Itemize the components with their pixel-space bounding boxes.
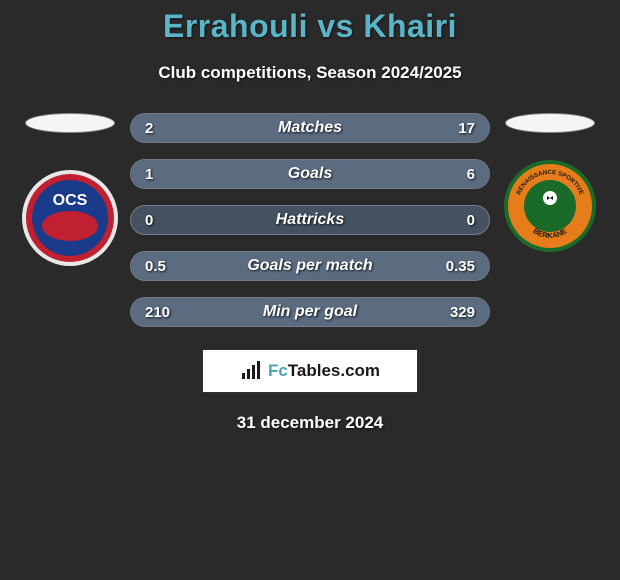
crest-left: OCS	[20, 163, 120, 273]
bars-icon	[240, 361, 262, 381]
stat-value-right: 0	[467, 212, 475, 229]
stat-value-right: 17	[458, 120, 475, 137]
stat-label: Matches	[131, 119, 489, 137]
subtitle: Club competitions, Season 2024/2025	[0, 63, 620, 83]
stat-value-right: 6	[467, 166, 475, 183]
brand-prefix: Fc	[268, 361, 288, 380]
stats-list: 2 Matches 17 1 Goals 6 0 Hattricks 0	[130, 113, 490, 327]
stat-row: 0.5 Goals per match 0.35	[130, 251, 490, 281]
stat-label: Hattricks	[131, 211, 489, 229]
stat-label: Goals	[131, 165, 489, 183]
brand-suffix: Tables.com	[288, 361, 380, 380]
svg-text:OCS: OCS	[53, 192, 88, 209]
page-title: Errahouli vs Khairi	[0, 8, 620, 45]
player-left-column: OCS	[10, 113, 130, 273]
stat-row: 210 Min per goal 329	[130, 297, 490, 327]
player-right-column: RENAISSANCE SPORTIVE BERKANE	[490, 113, 610, 261]
comparison-widget: Errahouli vs Khairi Club competitions, S…	[0, 0, 620, 433]
flag-left	[25, 113, 115, 133]
brand-link[interactable]: FcTables.com	[202, 349, 418, 393]
crest-right-svg: RENAISSANCE SPORTIVE BERKANE	[502, 158, 598, 254]
stat-label: Goals per match	[131, 257, 489, 275]
stat-label: Min per goal	[131, 303, 489, 321]
stat-value-right: 0.35	[446, 258, 475, 275]
stat-row: 0 Hattricks 0	[130, 205, 490, 235]
flag-right	[505, 113, 595, 133]
stat-row: 2 Matches 17	[130, 113, 490, 143]
comparison-layout: OCS 2 Matches 17 1 Goals 6	[0, 113, 620, 327]
stat-row: 1 Goals 6	[130, 159, 490, 189]
date-text: 31 december 2024	[0, 413, 620, 433]
crest-left-svg: OCS	[20, 163, 120, 273]
crest-right: RENAISSANCE SPORTIVE BERKANE	[500, 151, 600, 261]
stat-value-right: 329	[450, 304, 475, 321]
brand-text: FcTables.com	[268, 361, 380, 381]
